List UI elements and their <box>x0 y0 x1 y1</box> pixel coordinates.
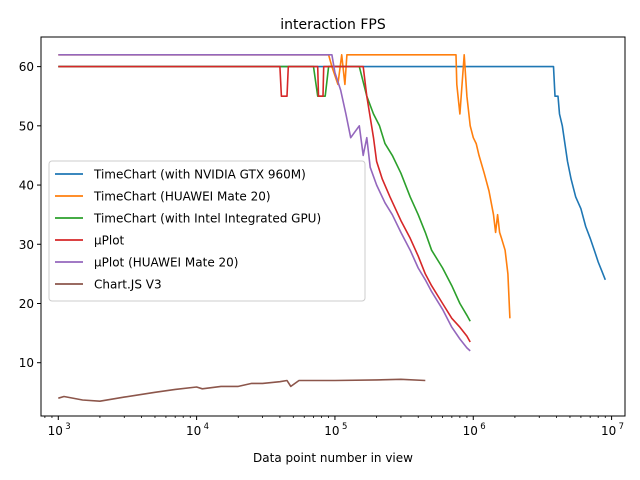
x-axis: 10 3 10 4 10 5 10 6 10 7 <box>44 416 624 438</box>
y-tick-label-2: 30 <box>19 238 34 252</box>
y-tick-label-1: 20 <box>19 297 34 311</box>
y-tick-label-0: 10 <box>19 356 34 370</box>
legend-label-3: μPlot <box>94 234 125 248</box>
legend-label-0: TimeChart (with NVIDIA GTX 960M) <box>93 168 306 182</box>
plot-frame <box>40 36 626 417</box>
legend-label-1: TimeChart (HUAWEI Mate 20) <box>93 190 271 204</box>
legend-label-5: Chart.JS V3 <box>94 278 162 292</box>
x-tick-label-3: 10 <box>463 424 478 438</box>
y-tick-label-5: 60 <box>19 60 34 74</box>
series-line-1 <box>58 53 511 319</box>
legend-label-2: TimeChart (with Intel Integrated GPU) <box>93 212 321 226</box>
x-tick-label-1: 10 <box>186 424 201 438</box>
series-layer <box>58 53 607 403</box>
y-tick-label-3: 40 <box>19 179 34 193</box>
x-tick-exp-3: 6 <box>480 422 485 432</box>
legend: TimeChart (with NVIDIA GTX 960M) TimeChar… <box>48 160 366 302</box>
legend-label-4: μPlot (HUAWEI Mate 20) <box>94 256 238 270</box>
series-line-4 <box>58 53 471 352</box>
x-tick-exp-1: 4 <box>204 422 209 432</box>
legend-box <box>48 160 366 302</box>
series-line-5 <box>58 378 426 403</box>
plot-area <box>40 36 626 417</box>
x-tick-exp-2: 5 <box>342 422 347 432</box>
series-line-0 <box>58 65 607 281</box>
x-tick-label-2: 10 <box>324 424 339 438</box>
x-tick-label-0: 10 <box>48 424 63 438</box>
x-axis-label: Data point number in view <box>253 451 413 465</box>
x-tick-label-4: 10 <box>601 424 616 438</box>
x-tick-exp-0: 3 <box>65 422 70 432</box>
y-tick-label-4: 50 <box>19 119 34 133</box>
series-line-3 <box>58 65 471 343</box>
x-tick-exp-4: 7 <box>619 422 624 432</box>
y-axis: 10 20 30 40 50 60 <box>19 60 41 370</box>
chart-title: interaction FPS <box>280 17 386 33</box>
